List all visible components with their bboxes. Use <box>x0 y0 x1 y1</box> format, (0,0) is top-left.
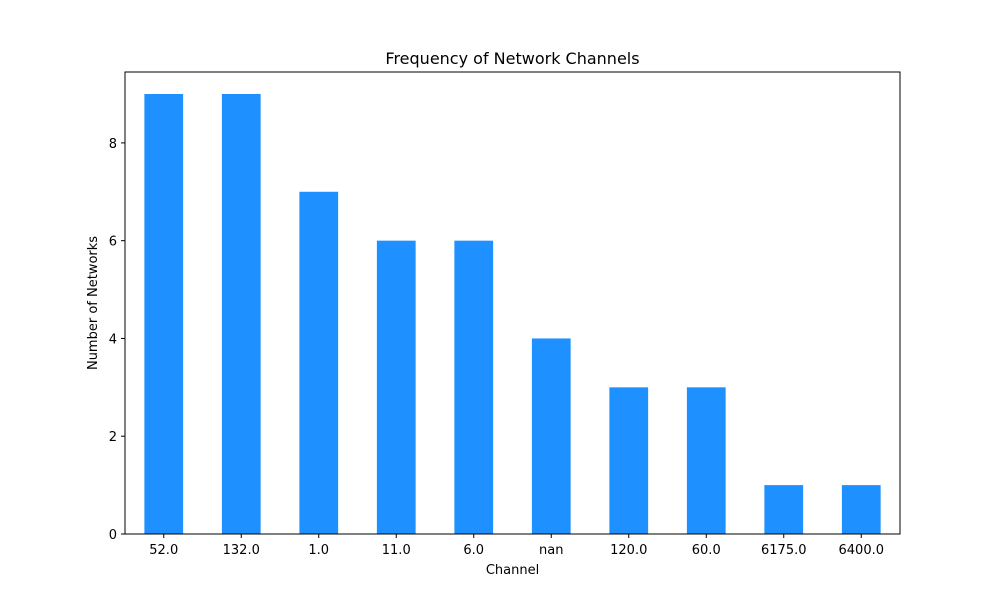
x-axis: 52.0 132.0 1.0 11.0 6.0 nan 120.0 60.0 6175.0 640… <box>149 534 884 558</box>
bars-layer <box>144 94 881 535</box>
x-tick-label: 6400.0 <box>839 543 885 558</box>
y-tick-label: 0 <box>109 528 117 543</box>
x-tick-label: 52.0 <box>149 543 178 558</box>
x-axis-label: Channel <box>486 563 539 578</box>
x-tick-label: 11.0 <box>382 543 411 558</box>
bar-nan <box>531 338 571 534</box>
bar-6175.0 <box>764 485 804 534</box>
x-tick-label: 120.0 <box>610 543 647 558</box>
bar-6400.0 <box>841 485 881 534</box>
bar-6.0 <box>454 240 494 535</box>
y-axis: 0 2 4 6 8 <box>109 137 125 543</box>
y-tick-label: 8 <box>109 137 117 152</box>
bar-11.0 <box>376 240 416 535</box>
x-tick-label: 6175.0 <box>761 543 807 558</box>
y-tick-label: 4 <box>109 332 117 347</box>
x-tick-label: nan <box>539 543 563 558</box>
x-tick-label: 6.0 <box>463 543 484 558</box>
plot-frame <box>124 71 901 535</box>
bar-52.0 <box>144 94 184 534</box>
x-tick-label: 1.0 <box>308 543 329 558</box>
bar-132.0 <box>221 94 261 534</box>
y-tick-label: 2 <box>109 430 117 445</box>
y-axis-label: Number of Networks <box>86 236 101 370</box>
y-tick-label: 6 <box>109 235 117 250</box>
x-tick-label: 60.0 <box>692 543 721 558</box>
bar-60.0 <box>686 387 726 534</box>
bar-120.0 <box>609 387 649 534</box>
chart-title: Frequency of Network Channels <box>385 49 639 68</box>
x-tick-label: 132.0 <box>223 543 260 558</box>
bar-1.0 <box>299 191 339 534</box>
